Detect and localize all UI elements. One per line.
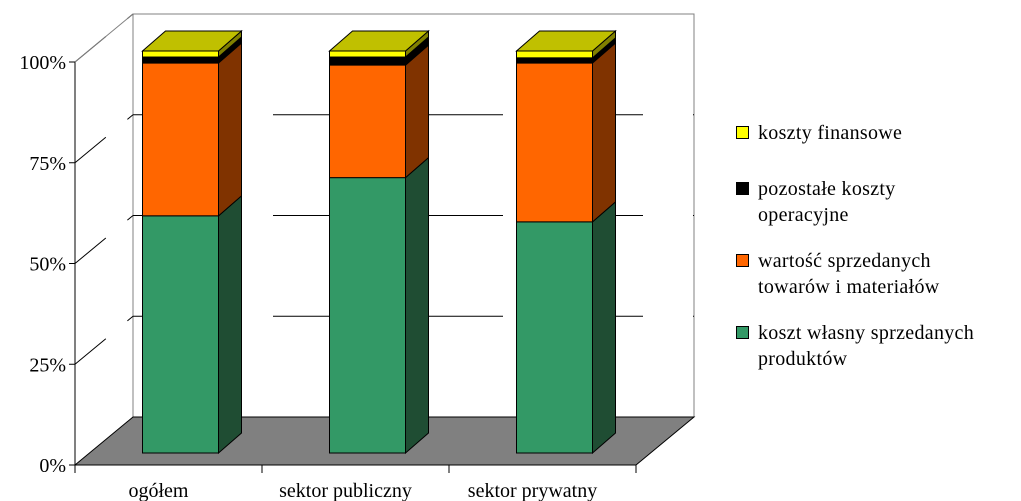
- legend-label: koszty finansowe: [758, 120, 902, 146]
- bar-side: [405, 43, 429, 179]
- legend-label-line: koszty finansowe: [758, 122, 903, 144]
- axes: [69, 13, 637, 473]
- bar-side: [405, 156, 429, 455]
- y-tick-label: 50%: [29, 254, 66, 276]
- bar-front: [329, 177, 406, 454]
- legend-swatch: [736, 254, 749, 267]
- bar-segment: [328, 29, 430, 59]
- legend-label-line: towarów i materiałów: [758, 276, 940, 298]
- bar-top: [141, 30, 243, 52]
- bar-segment: [142, 194, 242, 455]
- y-tick-label: 100%: [19, 52, 66, 74]
- bar-side: [592, 200, 616, 455]
- legend-label-line: wartość sprzedanych: [758, 250, 931, 272]
- legend-label-line: produktów: [758, 348, 848, 370]
- bar-side: [218, 41, 242, 217]
- bar-front: [142, 50, 219, 58]
- bar-segment: [516, 200, 616, 455]
- bar-front: [329, 64, 406, 179]
- legend-item: koszty finansowe: [736, 120, 902, 146]
- back-wall-outline: [133, 13, 695, 417]
- legend-label: wartość sprzedanych towarów i materiałów: [758, 248, 940, 300]
- y-tick-label: 25%: [29, 354, 66, 376]
- bar-segment: [516, 41, 616, 223]
- bar-top: [328, 30, 430, 52]
- bar-side: [218, 194, 242, 455]
- legend-label-line: koszt własny sprzedanych: [758, 322, 975, 344]
- bar-segment: [142, 41, 242, 217]
- gridline-side: [74, 315, 134, 365]
- gridline-side: [74, 215, 134, 264]
- legend-label: koszt własny sprzedanych produktów: [758, 320, 974, 372]
- legend-item: pozostałe koszty operacyjne: [736, 176, 896, 228]
- bar-front: [142, 56, 219, 64]
- legend-item: koszt własny sprzedanych produktów: [736, 320, 974, 372]
- legend-label: pozostałe koszty operacyjne: [758, 176, 896, 228]
- bar-front: [516, 57, 593, 64]
- bar-front: [516, 62, 593, 223]
- legend-label-line: pozostałe koszty: [758, 178, 896, 200]
- legend-swatch: [736, 182, 749, 195]
- x-tick-label: sektor prywatny: [468, 480, 597, 501]
- legend-item: wartość sprzedanych towarów i materiałów: [736, 248, 940, 300]
- legend-label-line: operacyjne: [758, 204, 849, 226]
- legend-swatch: [736, 126, 749, 139]
- bars: [141, 29, 617, 455]
- y-tick-label: 75%: [29, 153, 66, 175]
- legend-swatch: [736, 326, 749, 339]
- bar-segment: [329, 156, 429, 455]
- bar-front: [142, 215, 219, 454]
- bar-front: [516, 50, 593, 59]
- bar-front: [329, 56, 406, 66]
- bar-side: [592, 41, 616, 223]
- y-axis-top-edge: [74, 13, 134, 63]
- bar-segment: [515, 29, 617, 59]
- x-tick-label: ogółem: [129, 480, 189, 501]
- tick-labels: 0% 25% 50% 75% 100% ogółem sektor publiczny sek…: [19, 52, 597, 501]
- bar-front: [329, 50, 406, 58]
- gridline-side: [74, 114, 134, 164]
- y-tick-label: 0%: [39, 455, 66, 477]
- bar-front: [142, 62, 219, 217]
- bar-segment: [329, 43, 429, 179]
- bar-segment: [141, 29, 243, 59]
- bar-front: [516, 221, 593, 454]
- bar-top: [515, 30, 617, 52]
- x-tick-label: sektor publiczny: [279, 480, 412, 501]
